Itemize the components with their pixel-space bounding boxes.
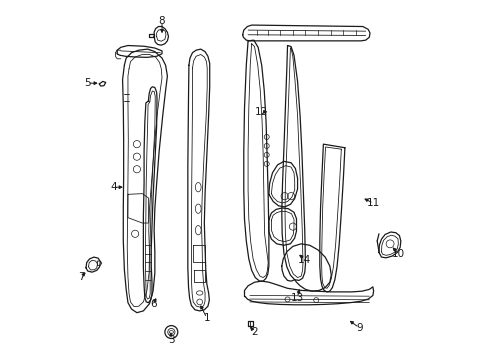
Text: 6: 6 xyxy=(150,299,157,309)
Text: 14: 14 xyxy=(298,255,311,265)
Text: 11: 11 xyxy=(366,198,380,208)
Text: 7: 7 xyxy=(78,272,84,282)
Text: 3: 3 xyxy=(167,334,174,345)
Text: 13: 13 xyxy=(290,293,303,303)
Text: 10: 10 xyxy=(391,248,405,258)
Text: 2: 2 xyxy=(250,327,257,337)
Text: 5: 5 xyxy=(84,78,91,88)
Text: 9: 9 xyxy=(355,323,362,333)
Text: 1: 1 xyxy=(203,313,210,323)
Text: 4: 4 xyxy=(110,182,117,192)
Text: 8: 8 xyxy=(159,17,165,27)
Text: 12: 12 xyxy=(255,107,268,117)
